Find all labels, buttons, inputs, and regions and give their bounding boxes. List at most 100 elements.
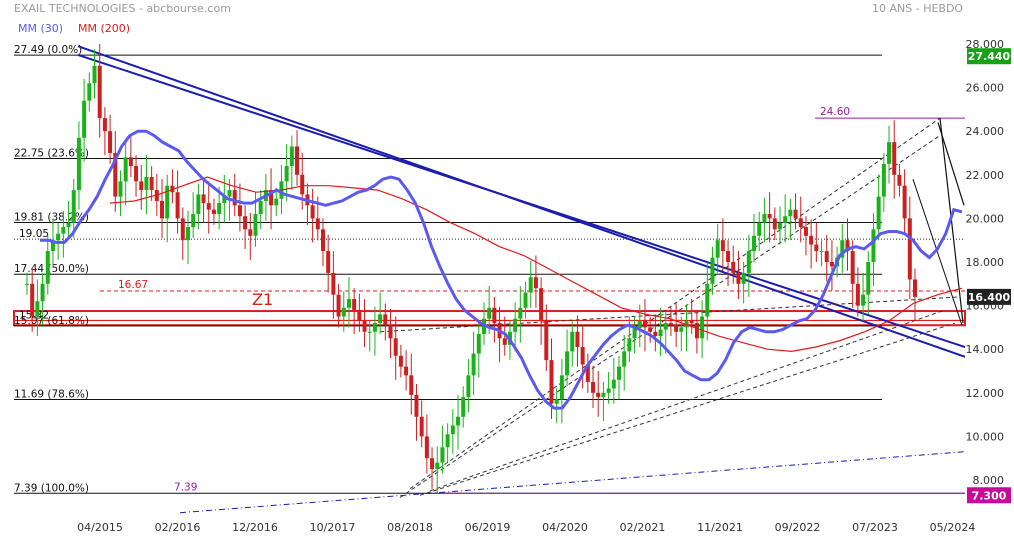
candle-body [128, 157, 133, 167]
candle-body [414, 394, 419, 417]
fib-label: 27.49 (0.0%) [14, 44, 82, 56]
candle-body [430, 458, 435, 470]
candle-body [40, 283, 45, 302]
candle-body [175, 192, 180, 219]
candle-body [310, 205, 315, 219]
candle-body [232, 190, 237, 206]
candle-body [274, 198, 279, 206]
candle-body [611, 379, 616, 389]
candle-body [227, 190, 232, 197]
candle-body [196, 194, 201, 215]
candle-body [326, 251, 331, 273]
candle-body [211, 209, 216, 215]
candle-body [71, 190, 76, 223]
candle-body [92, 65, 97, 84]
candle-body [700, 316, 705, 339]
candle-body [694, 323, 699, 339]
fib-label: 15.07 (61.8%) [14, 315, 89, 327]
candle-body [731, 262, 736, 273]
x-tick-label: 04/2015 [77, 521, 123, 534]
candle-body [596, 392, 601, 398]
candle-body [746, 251, 751, 273]
candle-body [580, 347, 585, 365]
candle-body [388, 325, 393, 339]
candle-body [913, 279, 917, 297]
candle-body [108, 131, 113, 153]
x-tick-label: 12/2016 [232, 521, 278, 534]
candle-body [393, 338, 398, 356]
candle-body [180, 218, 185, 241]
candle-body [25, 283, 29, 285]
fib-label: 7.39 (100.0%) [14, 482, 89, 494]
candle-body [627, 338, 632, 352]
candle-body [726, 251, 731, 262]
candle-body [601, 392, 606, 398]
candle-body [409, 375, 414, 395]
fib-label: 22.75 (23.6%) [14, 147, 89, 159]
candle-body [398, 355, 403, 367]
candle-body [253, 214, 258, 236]
candle-body [45, 251, 50, 284]
candle-body [284, 166, 289, 182]
candle-body [679, 327, 684, 332]
candle-body [139, 181, 144, 191]
candle-body [591, 381, 596, 393]
candle-body [456, 416, 461, 426]
candle-body [715, 240, 720, 258]
candle-body [50, 240, 55, 252]
candle-body [362, 320, 367, 332]
candle-body [783, 216, 788, 223]
candle-body [528, 277, 533, 293]
candle-body [450, 425, 455, 435]
candle-body [445, 434, 450, 448]
y-tick-label: 28.000 [966, 38, 1005, 51]
candle-body [346, 299, 351, 308]
candle-body [741, 272, 746, 284]
candle-body [809, 235, 814, 245]
candle-body [201, 194, 206, 204]
y-tick-label: 20.000 [966, 212, 1005, 225]
candle-body [637, 320, 642, 328]
candle-body [705, 283, 710, 317]
candle-body [269, 190, 274, 206]
candle-body [565, 351, 570, 376]
candle-body [336, 294, 341, 317]
y-tick-label: 12.000 [966, 387, 1005, 400]
candle-body [892, 142, 897, 175]
fib-label: 11.69 (78.6%) [14, 389, 89, 401]
x-tick-label: 04/2020 [542, 521, 588, 534]
candle-body [824, 251, 829, 262]
candle-body [372, 323, 377, 332]
candle-body [653, 331, 658, 337]
candle-body [76, 137, 81, 191]
candle-body [404, 366, 409, 376]
candle-body [777, 222, 782, 230]
candle-body [518, 307, 523, 319]
candle-body [113, 153, 118, 197]
level-label: 24.60 [820, 106, 850, 118]
candle-body [471, 353, 476, 376]
candle-body [341, 307, 346, 317]
candle-body [206, 203, 211, 210]
candle-body [321, 229, 325, 252]
x-tick-label: 05/2024 [930, 521, 976, 534]
trendline-down-lower [77, 53, 966, 348]
candle-body [840, 240, 845, 258]
candle-body [866, 262, 871, 295]
level-label: 7.39 [174, 481, 197, 493]
candle-body [149, 176, 154, 191]
candle-body [539, 288, 544, 321]
candle-body [352, 299, 357, 310]
x-tick-label: 08/2018 [387, 521, 433, 534]
candle-body [513, 318, 518, 332]
candle-body [554, 399, 559, 404]
candle-body [289, 146, 294, 167]
channel-dashed-line [419, 322, 956, 496]
candle-body [674, 325, 679, 332]
candle-body [575, 331, 580, 348]
candle-body [850, 251, 855, 284]
candle-body [617, 366, 621, 380]
candle-body [87, 83, 92, 101]
candle-body [165, 185, 170, 219]
